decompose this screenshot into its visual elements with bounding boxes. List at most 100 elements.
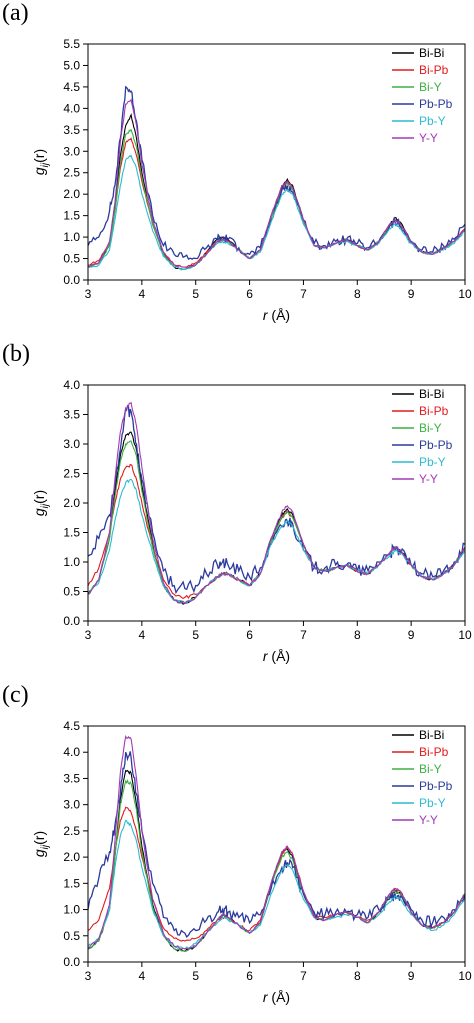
plot-frame: [87, 43, 466, 281]
y-tick-label: 3.5: [63, 123, 80, 137]
y-tick-label: 4.5: [63, 719, 80, 733]
series-line-pb-pb: [87, 751, 466, 938]
y-tick-label: 2.0: [63, 496, 80, 510]
legend-label: Pb-Y: [419, 796, 446, 810]
x-tick-label: 8: [354, 287, 361, 301]
legend-label: Bi-Y: [419, 762, 442, 776]
panel-label: (c): [2, 682, 29, 708]
legend-label: Bi-Bi: [419, 728, 444, 742]
y-axis-label: gij(r): [31, 149, 51, 175]
legend-label: Pb-Y: [419, 114, 446, 128]
series-line-pb-pb: [87, 405, 466, 595]
x-tick-label: 9: [408, 628, 415, 642]
y-axis-label: gij(r): [31, 831, 51, 857]
y-axis-label: gij(r): [31, 490, 51, 516]
series-line-pb-y: [87, 478, 466, 604]
x-tick-label: 8: [354, 969, 361, 983]
y-tick-label: 2.5: [63, 166, 80, 180]
y-tick-label: 4.0: [63, 101, 80, 115]
x-tick-label: 9: [408, 969, 415, 983]
x-tick-label: 6: [246, 628, 253, 642]
x-axis-label: r (Å): [263, 307, 290, 323]
legend-label: Bi-Pb: [419, 404, 449, 418]
x-tick-label: 10: [458, 969, 472, 983]
series-line-y-y: [87, 98, 466, 269]
series-line-pb-y: [87, 819, 466, 950]
y-tick-label: 3.5: [63, 771, 80, 785]
series-line-y-y: [87, 734, 466, 951]
y-tick-label: 3.0: [63, 437, 80, 451]
chart-panel-a: (a) 3 4 5 6 7 8 9 10 0.0 0.5 1.0 1.5 2.0 2.5 3.0 3.5 4.0…: [0, 0, 474, 341]
y-tick-label: 1.5: [63, 209, 80, 223]
x-tick-label: 10: [458, 628, 472, 642]
plot-frame: [87, 725, 466, 963]
x-tick-label: 3: [85, 287, 92, 301]
rdf-chart-b: 3 4 5 6 7 8 9 10 0.0 0.5 1.0 1.5 2.0 2.5 3.0 3.5 4.0 r (Å…: [31, 378, 472, 664]
y-tick-label: 2.0: [63, 850, 80, 864]
legend-label: Bi-Bi: [419, 46, 444, 60]
x-tick-label: 7: [300, 969, 307, 983]
x-tick-label: 5: [192, 969, 199, 983]
panel-label: (a): [2, 0, 29, 26]
legend-label: Y-Y: [419, 813, 438, 827]
legend-label: Bi-Pb: [419, 63, 449, 77]
legend-label: Bi-Bi: [419, 387, 444, 401]
legend-label: Pb-Y: [419, 455, 446, 469]
x-tick-label: 7: [300, 628, 307, 642]
x-tick-label: 6: [246, 287, 253, 301]
x-tick-label: 6: [246, 969, 253, 983]
rdf-chart-c: 3 4 5 6 7 8 9 10 0.0 0.5 1.0 1.5 2.0 2.5 3.0 3.5 4.0 4.5 r…: [31, 719, 472, 1005]
y-tick-label: 2.5: [63, 824, 80, 838]
chart-panel-b: (b) 3 4 5 6 7 8 9 10 0.0 0.5 1.0 1.5 2.0 2.5 3.0 3.5 4.0…: [0, 341, 474, 682]
legend-label: Pb-Pb: [419, 438, 453, 452]
y-tick-label: 1.0: [63, 903, 80, 917]
x-tick-label: 7: [300, 287, 307, 301]
y-tick-label: 0.5: [63, 929, 80, 943]
y-tick-label: 1.0: [63, 230, 80, 244]
x-tick-label: 3: [85, 628, 92, 642]
x-tick-label: 4: [139, 628, 146, 642]
x-tick-label: 5: [192, 628, 199, 642]
rdf-chart-a: 3 4 5 6 7 8 9 10 0.0 0.5 1.0 1.5 2.0 2.5 3.0 3.5 4.0 4.5 5…: [31, 37, 472, 323]
legend-label: Pb-Pb: [419, 97, 453, 111]
y-tick-label: 0.5: [63, 252, 80, 266]
legend-label: Pb-Pb: [419, 779, 453, 793]
legend-label: Y-Y: [419, 472, 438, 486]
y-tick-label: 5.5: [63, 37, 80, 51]
series-line-y-y: [87, 401, 466, 605]
x-tick-label: 3: [85, 969, 92, 983]
series-line-pb-y: [87, 154, 466, 271]
legend-label: Bi-Y: [419, 421, 442, 435]
x-tick-label: 4: [139, 969, 146, 983]
x-tick-label: 4: [139, 287, 146, 301]
series-line-bi-bi: [87, 431, 466, 605]
series-line-bi-pb: [87, 806, 466, 942]
y-tick-label: 4.0: [63, 378, 80, 392]
x-axis-label: r (Å): [263, 989, 290, 1005]
y-tick-label: 1.5: [63, 526, 80, 540]
x-tick-label: 8: [354, 628, 361, 642]
panel-label: (b): [2, 341, 30, 367]
y-tick-label: 4.0: [63, 745, 80, 759]
series-line-pb-pb: [87, 85, 466, 260]
legend-label: Bi-Pb: [419, 745, 449, 759]
y-tick-label: 0.0: [63, 273, 80, 287]
series-line-bi-bi: [87, 769, 466, 953]
y-tick-label: 5.0: [63, 58, 80, 72]
x-axis-label: r (Å): [263, 648, 290, 664]
y-tick-label: 2.0: [63, 187, 80, 201]
x-tick-label: 9: [408, 287, 415, 301]
x-tick-label: 5: [192, 287, 199, 301]
y-tick-label: 1.5: [63, 876, 80, 890]
y-tick-label: 2.5: [63, 467, 80, 481]
y-tick-label: 3.5: [63, 408, 80, 422]
chart-panel-c: (c) 3 4 5 6 7 8 9 10 0.0 0.5 1.0 1.5 2.0 2.5 3.0 3.5 4.0…: [0, 682, 474, 1023]
y-tick-label: 3.0: [63, 798, 80, 812]
x-tick-label: 10: [458, 287, 472, 301]
y-tick-label: 1.0: [63, 555, 80, 569]
y-tick-label: 3.0: [63, 144, 80, 158]
y-tick-label: 0.0: [63, 955, 80, 969]
legend-label: Y-Y: [419, 131, 438, 145]
legend-label: Bi-Y: [419, 80, 442, 94]
y-tick-label: 0.5: [63, 585, 80, 599]
